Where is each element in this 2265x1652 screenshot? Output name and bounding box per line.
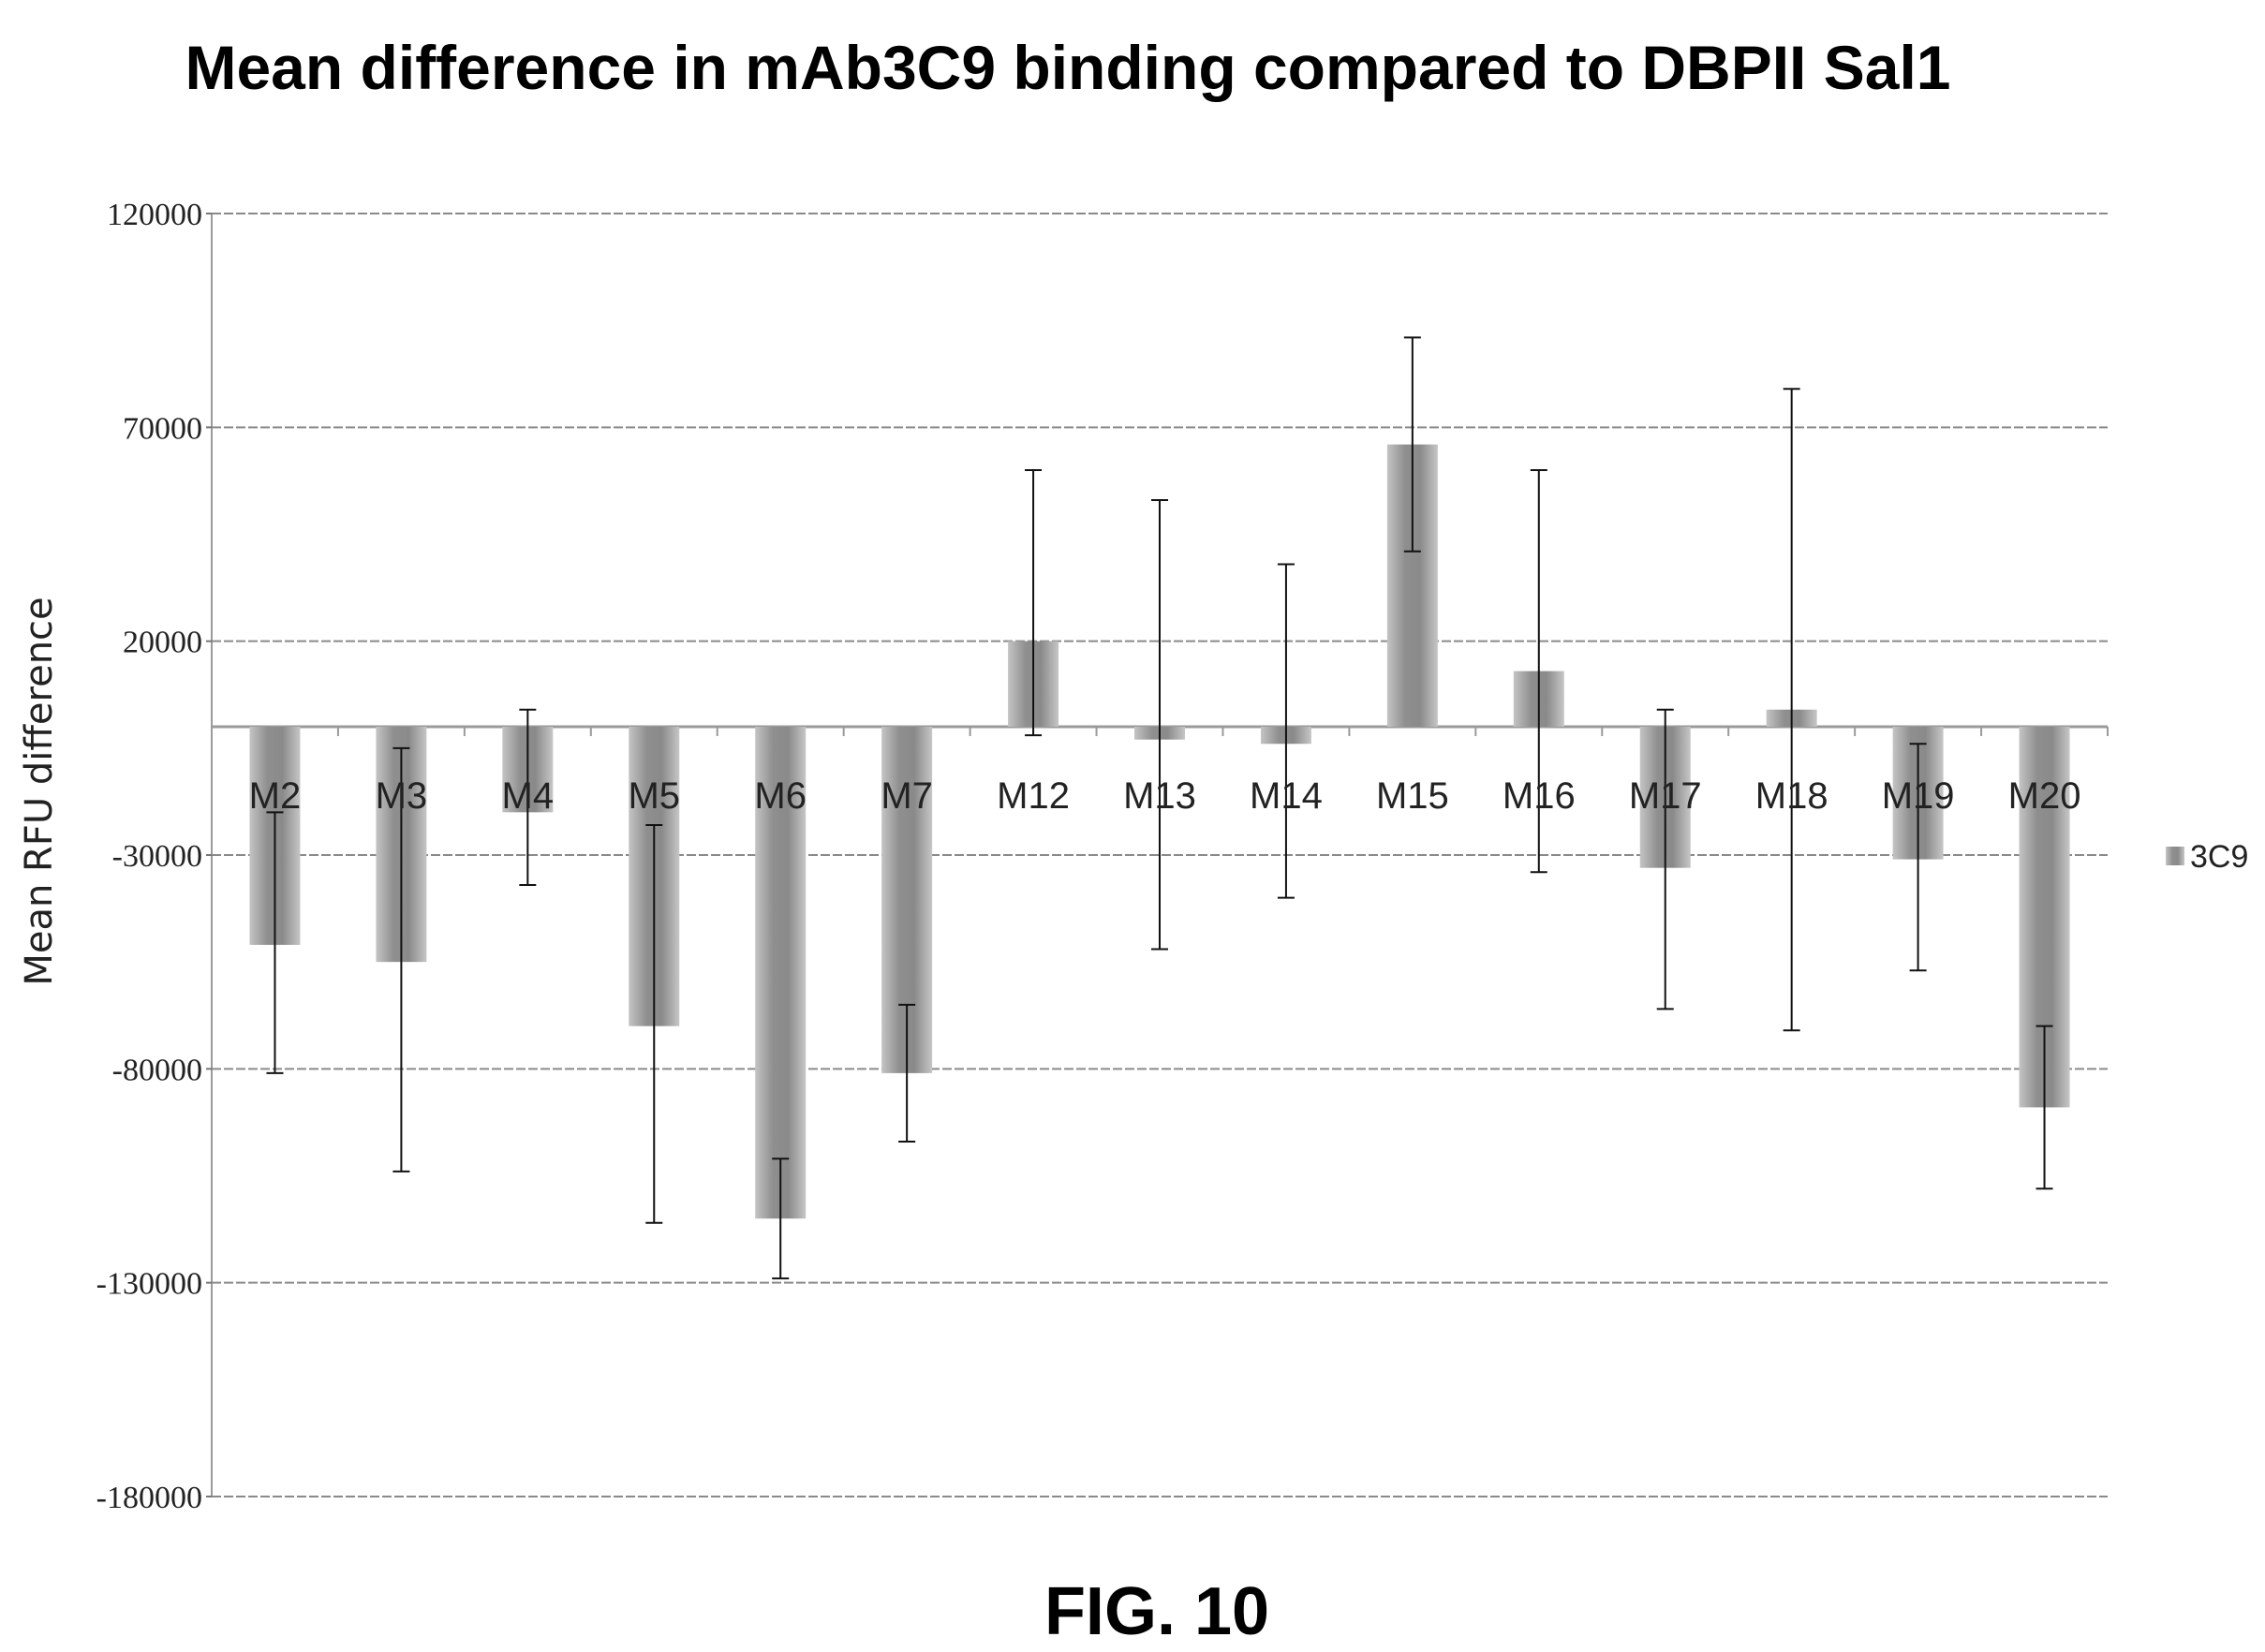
category-label: M19	[1882, 775, 1955, 817]
legend-label: 3C9	[2190, 839, 2248, 875]
y-axis-title: Mean RFU difference	[18, 597, 61, 985]
category-label: M18	[1755, 775, 1828, 817]
chart-title: Mean difference in mAb3C9 binding compar…	[185, 33, 1951, 102]
category-label: M20	[2008, 775, 2081, 817]
category-label: M16	[1503, 775, 1576, 817]
y-tick-label: 120000	[107, 198, 202, 232]
legend-swatch	[2166, 847, 2184, 865]
category-label: M7	[881, 775, 933, 817]
y-tick-label: 20000	[123, 626, 202, 660]
category-label: M14	[1250, 775, 1323, 817]
legend: 3C9	[2166, 839, 2248, 875]
category-label: M13	[1123, 775, 1196, 817]
category-label: M12	[997, 775, 1070, 817]
category-label: M15	[1376, 775, 1449, 817]
y-axis-ticks: 120000 70000 20000 -30000 -80000 -130000 -1800…	[96, 198, 202, 1515]
y-tick-label: -80000	[112, 1053, 202, 1087]
figure-label: FIG. 10	[1044, 1574, 1269, 1649]
gridlines	[206, 213, 2108, 1497]
category-labels: M2 M3 M4 M5 M6 M7 M12 M13 M14 M15 M16 M17 M18 M19 M20	[249, 775, 2081, 817]
y-tick-label: -130000	[96, 1267, 202, 1302]
category-label: M5	[628, 775, 680, 817]
category-label: M3	[376, 775, 428, 817]
category-label: M4	[502, 775, 555, 817]
y-tick-label: -30000	[112, 839, 202, 874]
error-bars	[266, 336, 2053, 1280]
y-tick-label: 70000	[123, 411, 202, 446]
category-label: M2	[249, 775, 302, 817]
category-label: M6	[754, 775, 807, 817]
y-tick-label: -180000	[96, 1481, 202, 1515]
bar-m6	[755, 727, 807, 1219]
category-label: M17	[1629, 775, 1702, 817]
